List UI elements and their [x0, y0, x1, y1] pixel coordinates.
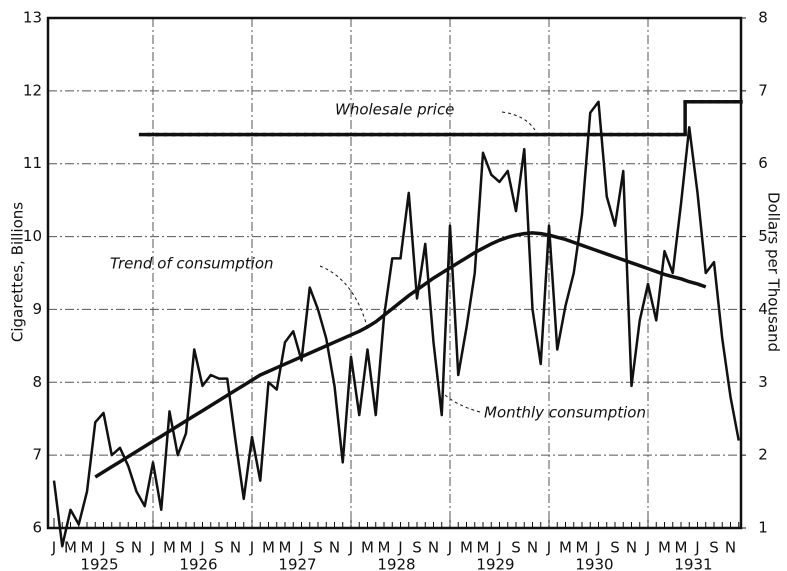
annotation-arrow: [319, 265, 369, 331]
y2-tick-label: 5: [758, 227, 768, 245]
y2-tick-label: 8: [758, 9, 768, 27]
year-label: 1930: [575, 556, 613, 571]
annotation-arrow: [501, 111, 536, 131]
x-tick-label: M: [675, 539, 688, 557]
year-label: 1931: [674, 556, 712, 571]
x-tick-label: N: [725, 539, 736, 557]
x-tick-label: S: [610, 539, 620, 557]
x-tick-label: M: [477, 539, 490, 557]
y-axis-label: Cigarettes, Billions: [9, 202, 27, 342]
y2-axis-label: Dollars per Thousand: [765, 192, 783, 352]
x-tick-label: S: [511, 539, 521, 557]
x-tick-label: N: [131, 539, 142, 557]
y-tick-label: 12: [23, 81, 42, 99]
x-tick-label: J: [249, 539, 254, 557]
annotation: Wholesale price: [335, 101, 454, 119]
y2-tick-label: 3: [758, 373, 768, 391]
x-tick-label: M: [658, 539, 671, 557]
plot-frame: [46, 16, 743, 530]
x-tick-label: M: [81, 539, 94, 557]
x-tick-label: N: [527, 539, 538, 557]
y-tick-label: 8: [32, 373, 42, 391]
x-tick-label: S: [214, 539, 224, 557]
y-tick-label: 11: [23, 154, 42, 172]
x-tick-label: M: [559, 539, 572, 557]
y-tick-label: 10: [23, 227, 42, 245]
x-tick-label: M: [460, 539, 473, 557]
x-tick-label: J: [298, 539, 303, 557]
series-line: [52, 100, 740, 548]
y-tick-label: 13: [23, 9, 42, 27]
x-tick-label: J: [397, 539, 402, 557]
y2-tick-label: 4: [758, 300, 768, 318]
y2-tick-label: 2: [758, 446, 768, 464]
year-label: 1927: [278, 556, 316, 571]
x-tick-label: M: [378, 539, 391, 557]
x-tick-label: M: [576, 539, 589, 557]
y-tick-label: 6: [32, 519, 42, 537]
year-label: 1925: [80, 556, 118, 571]
year-label: 1929: [476, 556, 514, 571]
y-tick-label: 9: [32, 300, 42, 318]
x-tick-label: J: [694, 539, 699, 557]
year-label: 1926: [179, 556, 217, 571]
x-tick-label: M: [163, 539, 176, 557]
x-tick-label: S: [709, 539, 719, 557]
x-tick-label: J: [447, 539, 452, 557]
y2-tick-label: 7: [758, 81, 768, 99]
x-tick-label: N: [626, 539, 637, 557]
x-tick-label: N: [329, 539, 340, 557]
x-tick-label: S: [115, 539, 125, 557]
x-tick-label: M: [180, 539, 193, 557]
x-tick-label: N: [230, 539, 241, 557]
x-tick-label: J: [100, 539, 105, 557]
x-tick-label: M: [64, 539, 77, 557]
x-tick-label: J: [645, 539, 650, 557]
x-tick-label: J: [546, 539, 551, 557]
series-line: [94, 231, 707, 479]
x-tick-label: J: [595, 539, 600, 557]
annotation: Monthly consumption: [484, 404, 646, 422]
annotation: Trend of consumption: [110, 255, 274, 273]
x-tick-label: M: [262, 539, 275, 557]
x-tick-label: S: [313, 539, 323, 557]
x-tick-label: M: [361, 539, 374, 557]
x-tick-label: S: [412, 539, 422, 557]
x-tick-label: J: [51, 539, 56, 557]
y2-tick-label: 1: [758, 519, 768, 537]
x-tick-label: M: [279, 539, 292, 557]
y-tick-label: 7: [32, 446, 42, 464]
x-tick-label: J: [199, 539, 204, 557]
year-label: 1928: [377, 556, 415, 571]
x-tick-label: J: [150, 539, 155, 557]
x-tick-label: J: [348, 539, 353, 557]
x-tick-label: N: [428, 539, 439, 557]
y2-tick-label: 6: [758, 154, 768, 172]
annotation-arrow: [442, 392, 481, 413]
x-tick-label: J: [496, 539, 501, 557]
